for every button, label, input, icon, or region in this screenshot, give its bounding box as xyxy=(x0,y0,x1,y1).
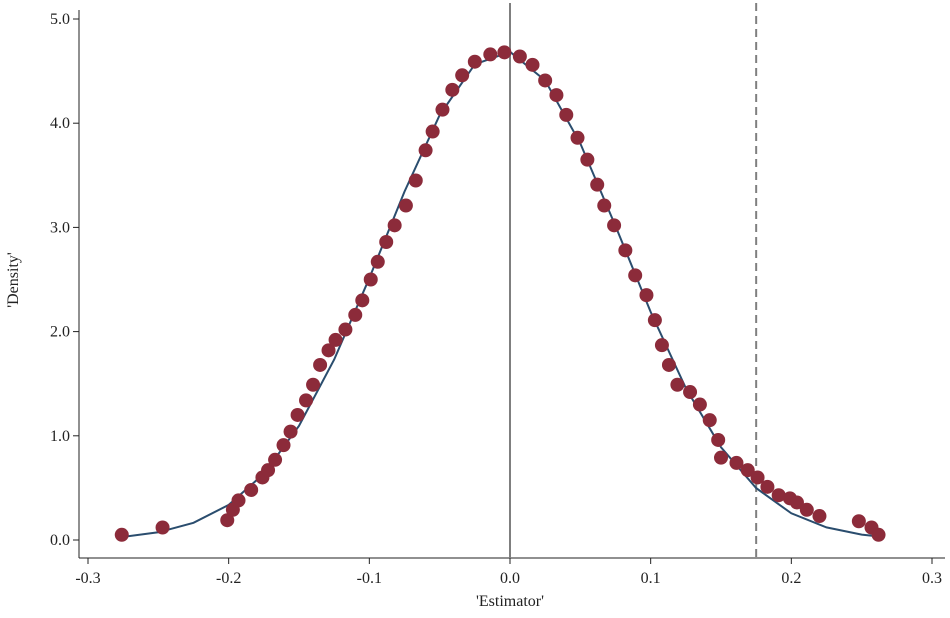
data-point xyxy=(851,514,866,529)
data-point xyxy=(313,357,328,372)
data-point xyxy=(549,88,564,103)
data-point xyxy=(425,124,440,139)
data-point xyxy=(155,520,170,535)
density-curve xyxy=(123,50,883,538)
x-tick-label: 0.2 xyxy=(781,570,801,587)
y-tick-label: 0.0 xyxy=(50,532,70,549)
data-point xyxy=(467,54,482,69)
data-point xyxy=(740,463,755,478)
data-point xyxy=(114,527,129,542)
data-point xyxy=(363,272,378,287)
data-point xyxy=(871,527,886,542)
data-point xyxy=(497,45,512,60)
data-point xyxy=(290,407,305,422)
x-tick-label: -0.3 xyxy=(75,570,100,587)
data-point xyxy=(455,68,470,83)
data-point xyxy=(750,470,765,485)
data-point xyxy=(244,482,259,497)
data-point xyxy=(418,143,433,158)
data-point xyxy=(812,509,827,524)
data-point xyxy=(670,377,685,392)
data-point xyxy=(702,413,717,428)
data-point xyxy=(799,502,814,517)
data-point xyxy=(483,47,498,62)
x-tick-label: 0.0 xyxy=(500,570,520,587)
data-point xyxy=(639,288,654,303)
data-point xyxy=(276,438,291,453)
data-point xyxy=(729,455,744,470)
data-point xyxy=(512,49,527,64)
data-point xyxy=(387,218,402,233)
data-point xyxy=(711,432,726,447)
data-point xyxy=(321,343,336,358)
y-tick-label: 3.0 xyxy=(50,219,70,236)
data-point xyxy=(306,377,321,392)
data-point xyxy=(299,393,314,408)
data-point xyxy=(771,488,786,503)
data-point xyxy=(538,73,553,88)
y-tick-label: 5.0 xyxy=(50,11,70,28)
data-point xyxy=(654,338,669,353)
data-point xyxy=(445,82,460,97)
data-point xyxy=(607,218,622,233)
data-point xyxy=(328,332,343,347)
data-point xyxy=(683,385,698,400)
y-axis-title: 'Density' xyxy=(5,252,22,308)
data-point xyxy=(220,513,235,528)
data-point xyxy=(580,152,595,167)
data-point xyxy=(714,450,728,465)
data-point xyxy=(570,130,585,145)
data-point xyxy=(692,397,707,412)
data-point xyxy=(283,424,298,439)
x-tick-label: 0.1 xyxy=(641,570,661,587)
data-point xyxy=(379,234,394,249)
data-point xyxy=(348,307,363,322)
x-tick-label: 0.3 xyxy=(922,570,942,587)
data-point xyxy=(590,177,605,192)
data-point xyxy=(268,452,283,467)
y-tick-label: 2.0 xyxy=(50,324,70,341)
data-point xyxy=(789,495,804,510)
data-point xyxy=(525,57,540,72)
data-point xyxy=(338,322,353,337)
data-point xyxy=(231,493,246,508)
x-tick-label: -0.1 xyxy=(357,570,382,587)
data-point xyxy=(435,102,450,117)
data-point xyxy=(760,479,775,494)
data-point xyxy=(628,268,643,283)
data-point xyxy=(261,463,276,478)
data-point xyxy=(398,198,413,213)
data-point xyxy=(370,254,385,269)
y-tick-label: 1.0 xyxy=(50,428,70,445)
x-axis-title: 'Estimator' xyxy=(476,593,544,610)
y-tick-label: 4.0 xyxy=(50,115,70,132)
data-point xyxy=(355,293,370,308)
data-point xyxy=(661,357,676,372)
x-tick-label: -0.2 xyxy=(216,570,241,587)
data-point xyxy=(618,243,633,258)
data-point xyxy=(559,107,574,122)
data-point xyxy=(408,173,423,188)
data-point xyxy=(597,198,612,213)
data-point xyxy=(647,313,662,328)
